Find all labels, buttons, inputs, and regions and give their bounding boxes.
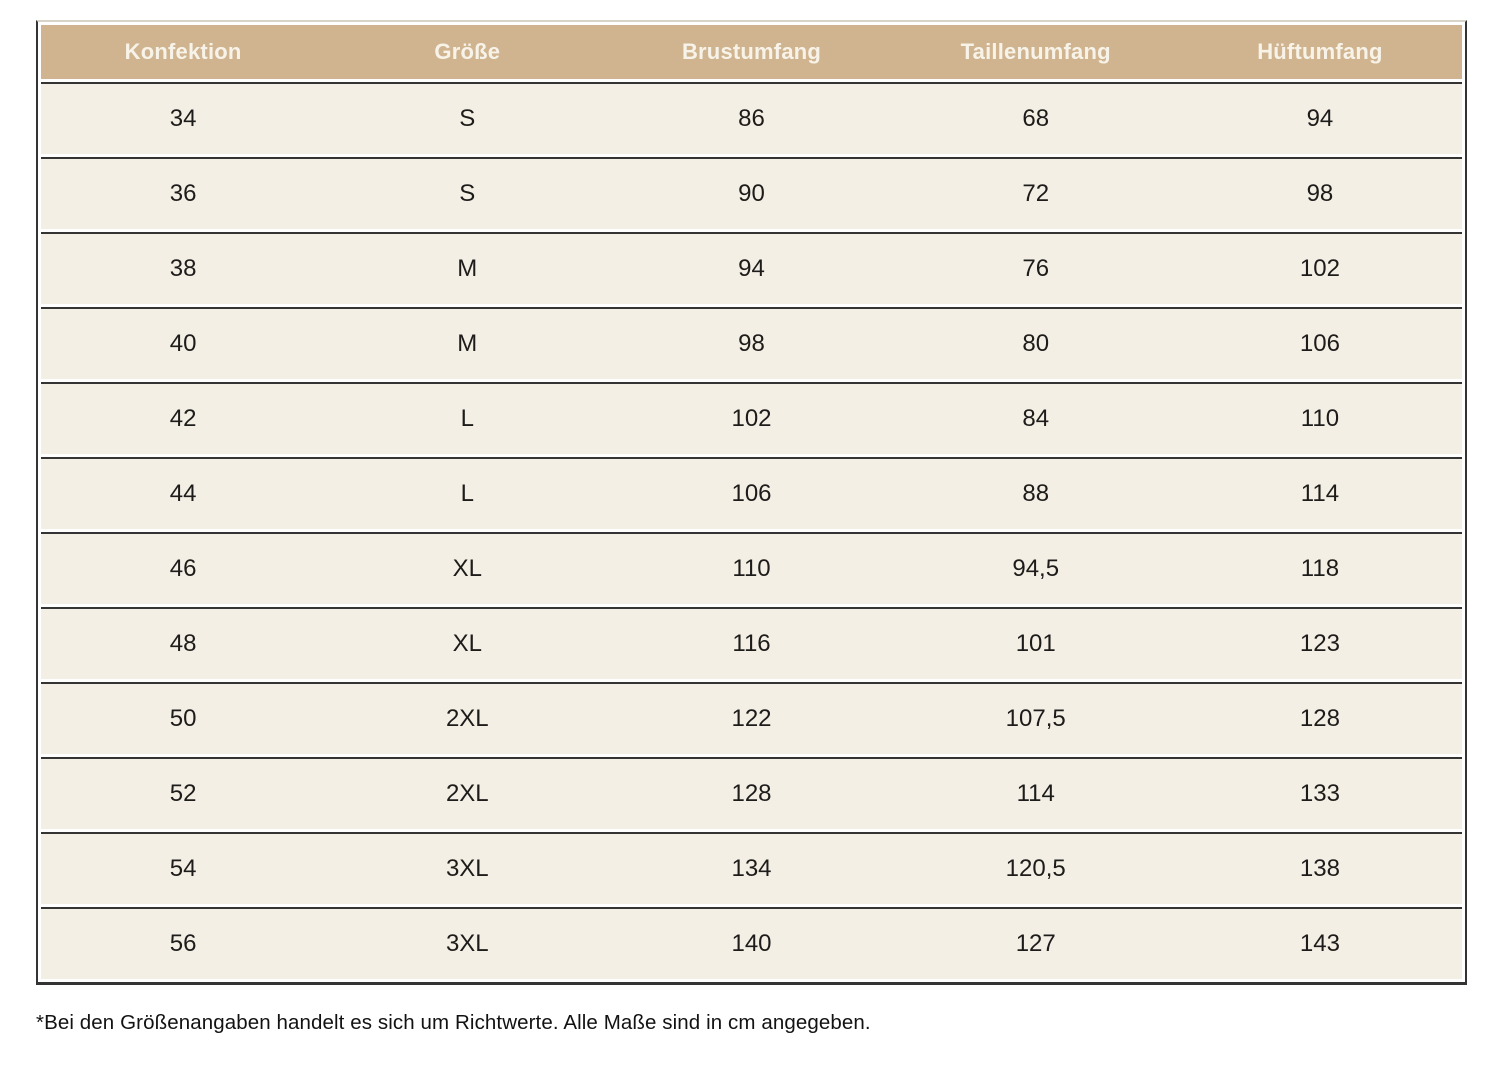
cell-taillenumfang: 127 — [1015, 930, 1056, 957]
cell-brustumfang: 94 — [738, 255, 765, 282]
cell-konfektion: 34 — [169, 105, 197, 132]
cell-hueftumfang: 123 — [1299, 630, 1340, 657]
cell-konfektion: 50 — [169, 705, 197, 732]
cell-hueftumfang: 110 — [1300, 405, 1340, 432]
cell-hueftumfang: 143 — [1299, 930, 1340, 957]
cell-konfektion: 52 — [169, 780, 197, 807]
cell-hueftumfang: 118 — [1300, 555, 1340, 582]
header-cell-groesse: Größe — [434, 39, 501, 64]
cell-brustumfang: 106 — [731, 480, 772, 507]
cell-taillenumfang: 94,5 — [1012, 555, 1060, 582]
cell-groesse: XL — [452, 555, 482, 582]
cell-taillenumfang: 72 — [1022, 180, 1050, 207]
header-cell-konfektion: Konfektion — [124, 39, 242, 64]
table-row: 38 M 94 76 102 — [41, 232, 1462, 304]
table-row: 44 L 106 88 114 — [41, 457, 1462, 529]
cell-groesse: S — [459, 180, 476, 207]
cell-groesse: M — [457, 255, 478, 282]
cell-konfektion: 44 — [169, 480, 197, 507]
cell-hueftumfang: 106 — [1299, 330, 1340, 357]
cell-groesse: 2XL — [445, 780, 489, 807]
cell-brustumfang: 134 — [731, 855, 772, 882]
cell-taillenumfang: 84 — [1022, 405, 1050, 432]
cell-brustumfang: 102 — [731, 405, 772, 432]
cell-brustumfang: 140 — [731, 930, 772, 957]
cell-konfektion: 38 — [169, 255, 197, 282]
cell-brustumfang: 122 — [731, 705, 772, 732]
cell-groesse: XL — [452, 630, 482, 657]
cell-hueftumfang: 94 — [1306, 105, 1334, 132]
cell-brustumfang: 110 — [732, 555, 771, 582]
cell-taillenumfang: 120,5 — [1005, 855, 1066, 882]
table-row: 40 M 98 80 106 — [41, 307, 1462, 379]
cell-taillenumfang: 68 — [1022, 105, 1050, 132]
cell-taillenumfang: 80 — [1022, 330, 1050, 357]
cell-taillenumfang: 101 — [1015, 630, 1056, 657]
cell-groesse: L — [460, 480, 474, 507]
table-body: 34 S 86 68 94 36 S 90 72 98 38 M 94 76 1… — [41, 82, 1462, 979]
cell-brustumfang: 98 — [738, 330, 765, 357]
cell-taillenumfang: 76 — [1022, 255, 1050, 282]
table-row: 56 3XL 140 127 143 — [41, 907, 1462, 979]
table-row: 54 3XL 134 120,5 138 — [41, 832, 1462, 904]
cell-brustumfang: 116 — [732, 630, 771, 657]
cell-konfektion: 36 — [169, 180, 197, 207]
header-cell-brustumfang: Brustumfang — [681, 39, 822, 64]
cell-taillenumfang: 107,5 — [1005, 705, 1066, 732]
cell-brustumfang: 128 — [731, 780, 772, 807]
cell-taillenumfang: 114 — [1016, 780, 1055, 807]
cell-konfektion: 42 — [169, 405, 197, 432]
cell-hueftumfang: 133 — [1299, 780, 1340, 807]
header-cell-hueftumfang: Hüftumfang — [1257, 39, 1383, 64]
table-row: 52 2XL 128 114 133 — [41, 757, 1462, 829]
cell-groesse: 2XL — [445, 705, 489, 732]
cell-hueftumfang: 114 — [1300, 480, 1340, 507]
table-row: 36 S 90 72 98 — [41, 157, 1462, 229]
cell-hueftumfang: 98 — [1306, 180, 1334, 207]
cell-konfektion: 46 — [169, 555, 197, 582]
cell-groesse: 3XL — [445, 855, 489, 882]
cell-konfektion: 48 — [169, 630, 197, 657]
cell-groesse: 3XL — [445, 930, 489, 957]
table-header-row: Konfektion Größe Brustumfang Taillenumfa… — [41, 25, 1462, 79]
size-chart-footnote: *Bei den Größenangaben handelt es sich u… — [36, 1011, 871, 1034]
header-cell-taillenumfang: Taillenumfang — [960, 39, 1111, 64]
cell-konfektion: 54 — [169, 855, 197, 882]
cell-hueftumfang: 128 — [1299, 705, 1340, 732]
table-row: 48 XL 116 101 123 — [41, 607, 1462, 679]
table-row: 46 XL 110 94,5 118 — [41, 532, 1462, 604]
cell-groesse: L — [460, 405, 474, 432]
cell-groesse: M — [457, 330, 478, 357]
table-row: 42 L 102 84 110 — [41, 382, 1462, 454]
cell-konfektion: 56 — [169, 930, 197, 957]
cell-hueftumfang: 102 — [1299, 255, 1340, 282]
table-row: 34 S 86 68 94 — [41, 82, 1462, 154]
cell-hueftumfang: 138 — [1299, 855, 1340, 882]
cell-groesse: S — [459, 105, 476, 132]
size-chart-page: Konfektion Größe Brustumfang Taillenumfa… — [36, 20, 1467, 1034]
cell-brustumfang: 90 — [738, 180, 765, 207]
table-row: 50 2XL 122 107,5 128 — [41, 682, 1462, 754]
cell-taillenumfang: 88 — [1022, 480, 1050, 507]
size-chart-table: Konfektion Größe Brustumfang Taillenumfa… — [36, 20, 1467, 985]
cell-brustumfang: 86 — [738, 105, 765, 132]
cell-konfektion: 40 — [169, 330, 197, 357]
